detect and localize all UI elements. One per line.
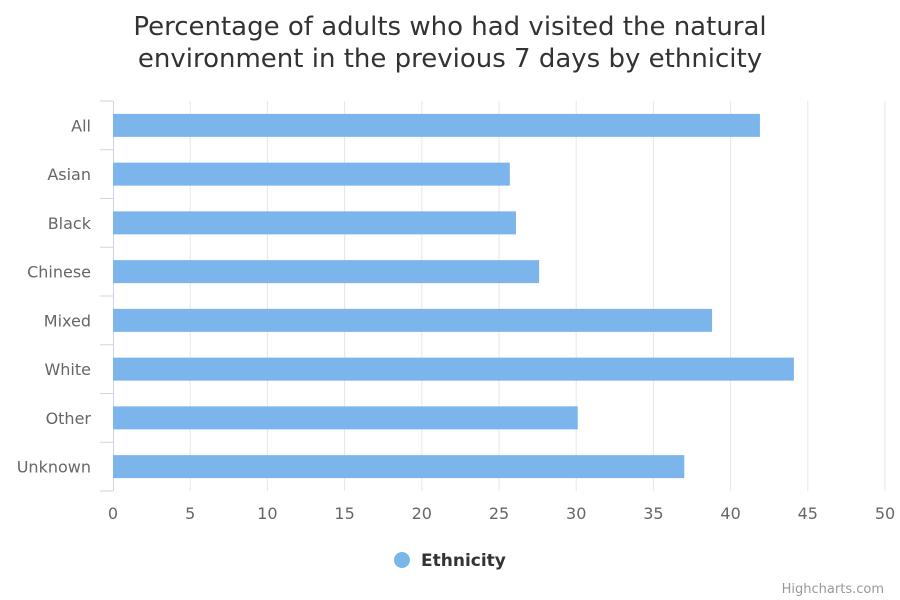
- category-label: Unknown: [17, 458, 91, 477]
- category-label: All: [71, 116, 91, 135]
- value-axis-labels: 0 5 10 15 20 25 30 35 40 45 50: [108, 504, 895, 523]
- category-axis: [100, 100, 114, 492]
- bar-mixed[interactable]: [113, 308, 713, 332]
- x-tick-label: 15: [334, 504, 354, 523]
- x-tick-label: 35: [643, 504, 663, 523]
- legend-label: Ethnicity: [421, 551, 506, 571]
- bar-white[interactable]: [113, 357, 794, 381]
- category-label: Chinese: [27, 263, 91, 282]
- bar-black[interactable]: [113, 211, 516, 235]
- category-label: Mixed: [44, 311, 91, 330]
- x-tick-label: 5: [185, 504, 195, 523]
- category-label: Other: [46, 409, 92, 428]
- category-label: Asian: [47, 165, 91, 184]
- x-tick-label: 20: [412, 504, 432, 523]
- bar-chinese[interactable]: [113, 260, 540, 284]
- legend-item-ethnicity[interactable]: Ethnicity: [394, 551, 506, 571]
- chart-title: Percentage of adults who had visited the…: [133, 12, 766, 74]
- category-label: Black: [48, 214, 92, 233]
- bar-other[interactable]: [113, 406, 578, 430]
- legend-marker-icon: [394, 552, 410, 568]
- chart-title-line-2: environment in the previous 7 days by et…: [138, 44, 762, 74]
- bar-all[interactable]: [113, 113, 760, 137]
- chart-title-line-1: Percentage of adults who had visited the…: [133, 12, 766, 42]
- x-tick-label: 30: [566, 504, 586, 523]
- x-tick-label: 0: [108, 504, 118, 523]
- bar-asian[interactable]: [113, 162, 510, 186]
- bar-unknown[interactable]: [113, 455, 685, 479]
- bar-series: [113, 113, 794, 479]
- category-label: White: [44, 360, 91, 379]
- credits-link[interactable]: Highcharts.com: [782, 582, 884, 597]
- category-labels: All Asian Black Chinese Mixed White Other Unkno…: [17, 116, 92, 476]
- x-tick-label: 50: [875, 504, 895, 523]
- x-tick-label: 40: [720, 504, 740, 523]
- gridlines: [189, 101, 886, 491]
- x-tick-label: 25: [489, 504, 509, 523]
- x-tick-label: 10: [257, 504, 277, 523]
- x-tick-label: 45: [798, 504, 818, 523]
